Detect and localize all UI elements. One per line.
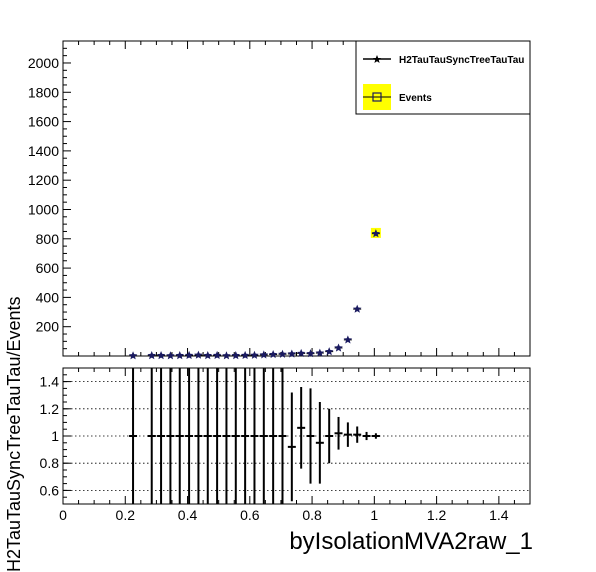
series-point bbox=[184, 350, 194, 360]
ratio-panel-data bbox=[129, 368, 380, 504]
series-point bbox=[212, 350, 222, 360]
series-point bbox=[222, 351, 231, 360]
ratio-x-tick-label: 0.4 bbox=[178, 507, 198, 523]
ratio-grid bbox=[63, 381, 530, 491]
top-y-tick-label: 1400 bbox=[28, 143, 59, 159]
x-axis-title: byIsolationMVA2raw_1 bbox=[289, 528, 533, 555]
series-point bbox=[240, 350, 250, 360]
series-point bbox=[156, 351, 166, 360]
ratio-x-tick-label: 1.4 bbox=[489, 507, 509, 523]
ratio-x-tick-label: 0.6 bbox=[240, 507, 260, 523]
series-point bbox=[371, 229, 381, 238]
series-point bbox=[324, 347, 334, 356]
series-point bbox=[194, 350, 203, 359]
ratio-x-tick-label: 0 bbox=[59, 507, 67, 523]
series-point bbox=[343, 335, 353, 344]
legend-label-1: Events bbox=[399, 93, 432, 104]
top-panel-axes: 200 400 600 800 1000 1200 1400 1600 1800 2000 bbox=[28, 41, 531, 356]
series-point bbox=[278, 349, 287, 358]
series-point bbox=[203, 351, 213, 360]
ratio-x-tick-label: 0.2 bbox=[116, 507, 136, 523]
ratio-y-tick-label: 0.8 bbox=[40, 455, 60, 471]
series-point bbox=[128, 351, 138, 360]
top-y-tick-label: 400 bbox=[36, 289, 60, 305]
ratio-y-tick-label: 1.4 bbox=[40, 374, 60, 390]
y-axis-title: H2TauTauSyncTreeTauTau/Events bbox=[4, 297, 24, 572]
series-point bbox=[250, 350, 259, 359]
top-y-tick-label: 1600 bbox=[28, 114, 59, 130]
legend-star-marker bbox=[373, 55, 381, 63]
series-point bbox=[231, 351, 241, 360]
top-y-tick-label: 1800 bbox=[28, 84, 59, 100]
series-point bbox=[315, 348, 325, 357]
ratio-y-tick-label: 0.6 bbox=[40, 482, 60, 498]
series-point bbox=[306, 349, 315, 358]
series-point bbox=[259, 350, 269, 359]
top-y-tick-label: 1000 bbox=[28, 201, 59, 217]
series-point bbox=[268, 350, 278, 359]
top-y-tick-label: 2000 bbox=[28, 55, 59, 71]
top-panel-data bbox=[128, 227, 381, 360]
series-point bbox=[175, 351, 185, 360]
series-point bbox=[334, 343, 343, 352]
ratio-x-tick-label: 1 bbox=[370, 507, 378, 523]
ratio-y-tick-label: 1 bbox=[51, 428, 59, 444]
top-y-tick-label: 200 bbox=[36, 319, 60, 335]
top-y-tick-label: 600 bbox=[36, 260, 60, 276]
top-y-tick-label: 800 bbox=[36, 231, 60, 247]
series-point bbox=[287, 349, 297, 358]
ratio-panel-axes: 0.6 0.8 1 1.2 1.4 0 0.2 0.4 0.6 0.8 1 1.2 1.4 bbox=[40, 367, 531, 523]
ratio-y-tick-label: 1.2 bbox=[40, 401, 60, 417]
series-point bbox=[352, 304, 362, 313]
series-point bbox=[166, 351, 175, 360]
legend: H2TauTauSyncTreeTauTau Events bbox=[355, 40, 531, 115]
legend-square-marker bbox=[372, 92, 382, 102]
legend-label-0: H2TauTauSyncTreeTauTau bbox=[399, 55, 524, 66]
series-point bbox=[147, 351, 157, 360]
top-y-tick-label: 1200 bbox=[28, 172, 59, 188]
series-point bbox=[296, 348, 306, 357]
ratio-x-tick-label: 1.2 bbox=[427, 507, 447, 523]
ratio-x-tick-label: 0.8 bbox=[302, 507, 322, 523]
